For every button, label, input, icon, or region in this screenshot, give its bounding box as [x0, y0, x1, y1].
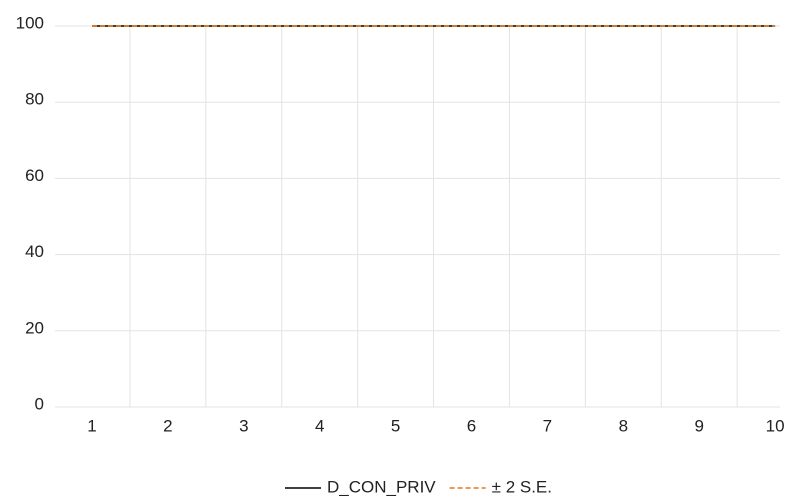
x-tick-label: 3: [239, 416, 248, 435]
y-tick-label: 100: [16, 13, 44, 32]
y-tick-label: 0: [35, 394, 44, 413]
y-tick-label: 60: [25, 166, 44, 185]
x-tick-label: 9: [694, 416, 703, 435]
x-tick-label: 2: [163, 416, 172, 435]
x-tick-label: 5: [391, 416, 400, 435]
x-tick-label: 7: [543, 416, 552, 435]
y-tick-label: 80: [25, 90, 44, 109]
legend-label: D_CON_PRIV: [327, 477, 436, 496]
x-tick-label: 6: [467, 416, 476, 435]
x-tick-label: 1: [87, 416, 96, 435]
y-tick-label: 40: [25, 242, 44, 261]
x-tick-label: 8: [619, 416, 628, 435]
legend-label: ± 2 S.E.: [492, 477, 552, 496]
x-tick-label: 4: [315, 416, 324, 435]
x-tick-label: 10: [766, 416, 785, 435]
y-tick-label: 20: [25, 318, 44, 337]
